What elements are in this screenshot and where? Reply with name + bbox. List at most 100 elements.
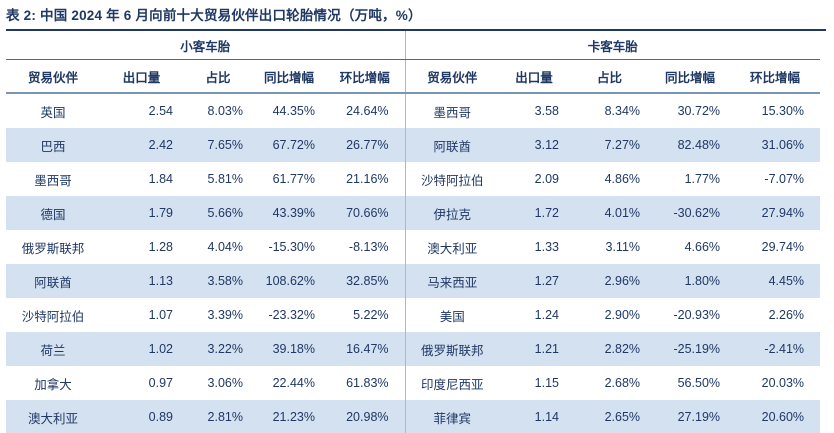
value-cell: 2.81% [183,400,253,433]
partner-cell: 墨西哥 [404,93,500,128]
value-cell: 1.84 [148,172,173,186]
partner-cell: 阿联酋 [6,264,100,298]
value-cell: 2.09 [534,172,560,186]
value-cell: 1.80% [650,264,731,298]
value-cell: 27.19% [650,400,731,433]
value-cell: 82.48% [650,128,731,162]
partner-cell: 巴西 [6,128,100,162]
value-cell: 24.64% [346,104,389,118]
col-header-volume-right: 出口量 [499,59,570,94]
value-cell: 3.11% [605,240,641,254]
table-row: 墨西哥 1.84 5.81% 61.77% 21.16% 沙特阿拉伯 2.09 4.86% 1.… [6,162,820,196]
value-cell: 20.98% [325,400,406,433]
value-cell: 1.13 [100,264,183,298]
value-cell: 3.06% [207,376,243,390]
report-table-figure: 表 2: 中国 2024 年 6 月向前十大贸易伙伴出口轮胎情况（万吨，%） 小… [6,0,826,433]
value-cell: 56.50% [677,376,721,390]
value-cell: 16.47% [325,332,406,366]
value-cell: 5.66% [183,196,253,230]
value-cell: 20.60% [730,400,821,433]
value-cell: -15.30% [268,240,315,254]
value-cell: 27.94% [730,196,821,230]
value-cell: 1.07 [148,308,173,322]
value-cell: 4.04% [207,240,243,254]
partner-cell: 菲律宾 [404,400,500,433]
partner-cell: 阿联酋 [404,128,500,162]
table-row: 俄罗斯联邦 1.28 4.04% -15.30% -8.13% 澳大利亚 1.33 3.11%… [6,230,820,264]
value-cell: 44.35% [272,104,315,118]
table-row: 加拿大 0.97 3.06% 22.44% 61.83% 印度尼西亚 1.15 2.68% 56… [6,366,820,400]
partner-cell: 荷兰 [6,332,100,366]
partner-cell: 英国 [40,105,66,120]
value-cell: 3.39% [207,308,243,322]
value-cell: 67.72% [253,128,325,162]
value-cell: 4.86% [604,172,641,186]
section-label-truck-tires: 卡客车胎 [404,31,821,60]
value-cell: 1.21 [499,332,570,366]
value-cell: 2.90% [604,308,641,322]
value-cell: 8.34% [604,104,641,118]
partner-cell: 俄罗斯联邦 [404,332,500,366]
value-cell: -8.13% [348,240,389,254]
col-header-yoy-right: 同比增幅 [650,59,731,94]
partner-cell: 澳大利亚 [6,400,100,433]
value-cell: 1.33 [534,240,560,254]
value-cell: 3.58% [183,264,253,298]
value-cell: -25.19% [650,332,731,366]
value-cell: 1.14 [499,400,570,433]
table-row: 巴西 2.42 7.65% 67.72% 26.77% 阿联酋 3.12 7.27% 82.48… [6,128,821,162]
value-cell: -2.41% [730,332,821,366]
value-cell: -30.62% [650,196,731,230]
value-cell: 2.54 [148,104,173,118]
value-cell: 1.02 [100,332,183,366]
partner-cell: 俄罗斯联邦 [21,241,85,256]
section-header-row: 小客车胎 卡客车胎 [6,31,821,60]
value-cell: 1.28 [148,240,173,254]
export-table: 小客车胎 卡客车胎 贸易伙伴 出口量 占比 同比增幅 环比增幅 贸易伙伴 出口量… [6,31,821,433]
partner-cell: 加拿大 [34,377,72,392]
value-cell: 21.16% [346,172,389,186]
value-cell: 31.06% [730,128,821,162]
col-header-share-left: 占比 [183,59,253,94]
value-cell: 3.58 [534,104,560,118]
partner-cell: 印度尼西亚 [404,366,500,400]
value-cell: 3.12 [499,128,570,162]
value-cell: 70.66% [325,196,406,230]
value-cell: 4.01% [569,196,651,230]
value-cell: 108.62% [253,264,325,298]
value-cell: 5.81% [207,172,243,186]
value-cell: -23.32% [268,308,315,322]
partner-cell: 澳大利亚 [404,230,500,264]
section-label-passenger-tires: 小客车胎 [6,31,406,60]
partner-cell: 伊拉克 [404,196,500,230]
value-cell: 15.30% [761,104,805,118]
partner-cell: 沙特阿拉伯 [404,162,500,196]
column-header-row: 贸易伙伴 出口量 占比 同比增幅 环比增幅 贸易伙伴 出口量 占比 同比增幅 环… [6,59,821,94]
value-cell: 32.85% [325,264,406,298]
col-header-yoy-left: 同比增幅 [253,59,325,94]
col-header-partner-left: 贸易伙伴 [6,59,100,94]
value-cell: 29.74% [761,240,805,254]
col-header-volume-left: 出口量 [100,59,183,94]
value-cell: 43.39% [253,196,325,230]
table-row: 沙特阿拉伯 1.07 3.39% -23.32% 5.22% 美国 1.24 2.90% -20… [6,298,820,332]
value-cell: 1.79 [100,196,183,230]
value-cell: 1.15 [534,376,560,390]
col-header-mom-right: 环比增幅 [730,59,821,94]
partner-cell: 马来西亚 [404,264,500,298]
partner-cell: 墨西哥 [34,173,72,188]
table-row: 德国 1.79 5.66% 43.39% 70.66% 伊拉克 1.72 4.01% -30.6… [6,196,821,230]
value-cell: 2.68% [604,376,641,390]
value-cell: 5.22% [353,308,389,322]
partner-cell: 德国 [6,196,100,230]
table-title: 表 2: 中国 2024 年 6 月向前十大贸易伙伴出口轮胎情况（万吨，%） [6,2,826,31]
value-cell: 20.03% [761,376,805,390]
value-cell: 39.18% [253,332,325,366]
value-cell: 1.24 [534,308,560,322]
value-cell: 3.22% [183,332,253,366]
value-cell: 2.26% [768,308,805,322]
partner-cell: 沙特阿拉伯 [21,309,85,324]
table-body: 英国 2.54 8.03% 44.35% 24.64% 墨西哥 3.58 8.34% 30.72… [6,93,821,433]
partner-cell: 美国 [404,298,500,332]
value-cell: -20.93% [673,308,721,322]
